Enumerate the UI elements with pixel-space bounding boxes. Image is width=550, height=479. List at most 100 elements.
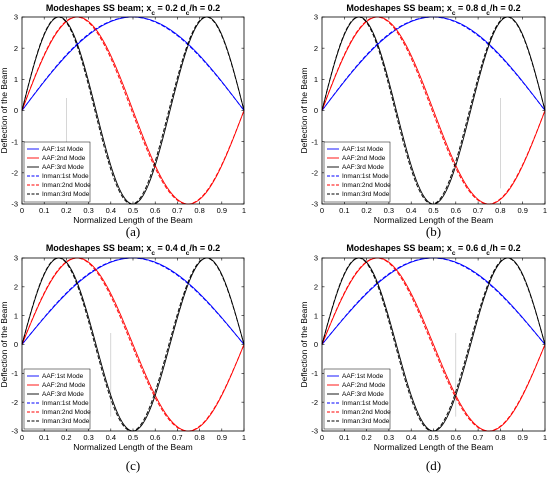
series-line-5: [21, 257, 245, 432]
chart-title-part: /h = 0.2: [490, 243, 521, 253]
legend-label-1: AAF:1st Mode: [42, 373, 84, 380]
x-tick-label: 0: [20, 433, 24, 442]
legend-label-4: Inman:1st Mode: [42, 173, 89, 180]
y-tick-label: 0: [14, 106, 18, 115]
chart-title-part: Modeshapes SS beam; x: [46, 3, 152, 13]
legend-label-6: Inman:3rd Mode: [42, 191, 90, 198]
chart-panel-c: 0 0.1 0.2 0.3 0.4 0.5 0.6 0.7 0.8 0.9 1 -3 -2 -1 0 1 2 3 M…: [0, 243, 246, 473]
series-line-5: [21, 16, 245, 205]
chart-title-part: c: [186, 10, 190, 17]
x-tick-label: 1: [242, 433, 246, 442]
panel-caption: (a): [126, 224, 140, 239]
legend: AAF:1st Mode AAF:2nd Mode AAF:3rd Mode Inma…: [323, 368, 391, 430]
x-tick-label: 0.3: [384, 433, 394, 442]
x-tick-label: 0.7: [172, 206, 182, 215]
y-tick-label: -3: [311, 200, 318, 209]
legend-label-3: AAF:3rd Mode: [42, 164, 84, 171]
chart-panel-a: 0 0.1 0.2 0.3 0.4 0.5 0.6 0.7 0.8 0.9 1 -3 -2 -1 0 1 2 3 M…: [0, 3, 246, 239]
x-tick-label: 1: [543, 206, 547, 215]
legend: AAF:1st Mode AAF:2nd Mode AAF:3rd Mode Inma…: [323, 141, 391, 203]
x-tick-label: 0.1: [339, 433, 349, 442]
chart-title: Modeshapes SS beam; xc = 0.6 dc/h = 0.2: [346, 243, 520, 257]
legend: AAF:1st Mode AAF:2nd Mode AAF:3rd Mode Inma…: [23, 141, 91, 203]
series-line-2: [321, 257, 546, 432]
legend-label-5: Inman:2nd Mode: [42, 182, 91, 189]
x-tick-label: 0.3: [83, 206, 93, 215]
y-axis-label: Deflection of the Beam: [0, 68, 9, 154]
x-tick-label: 0.4: [406, 206, 416, 215]
panel-caption: (d): [426, 458, 441, 473]
legend-label-2: AAF:2nd Mode: [42, 155, 86, 162]
legend-label-6: Inman:3rd Mode: [42, 418, 90, 425]
y-tick-label: -2: [11, 168, 18, 177]
legend-label-5: Inman:2nd Mode: [342, 409, 391, 416]
x-tick-label: 0.6: [150, 206, 160, 215]
series-line-5: [321, 257, 546, 432]
y-tick-label: -1: [11, 369, 18, 378]
chart-title-part: Modeshapes SS beam; x: [46, 243, 152, 253]
legend-label-4: Inman:1st Mode: [342, 400, 389, 407]
x-tick-label: 0.3: [384, 206, 394, 215]
legend-label-1: AAF:1st Mode: [342, 373, 384, 380]
x-tick-label: 0.4: [106, 206, 116, 215]
y-tick-label: 2: [14, 44, 18, 53]
legend-label-3: AAF:3rd Mode: [342, 391, 384, 398]
legend-box: [23, 141, 91, 203]
y-tick-label: 2: [14, 282, 18, 291]
x-tick-label: 0.7: [473, 206, 483, 215]
chart-title-part: = 0.2 d: [155, 3, 186, 13]
y-tick-label: 0: [314, 340, 318, 349]
legend-box: [323, 141, 391, 203]
y-tick-label: -1: [11, 137, 18, 146]
y-tick-label: -3: [11, 427, 18, 436]
x-tick-label: 0.7: [172, 433, 182, 442]
series-line-2: [321, 16, 546, 205]
chart-title: Modeshapes SS beam; xc = 0.4 dc/h = 0.2: [46, 243, 220, 257]
chart-title-part: c: [486, 10, 490, 17]
chart-panel-b: 0 0.1 0.2 0.3 0.4 0.5 0.6 0.7 0.8 0.9 1 -3 -2 -1 0 1 2 3 M…: [299, 3, 547, 239]
x-tick-label: 0.2: [361, 433, 371, 442]
legend-label-6: Inman:3rd Mode: [342, 191, 390, 198]
y-tick-label: 3: [14, 254, 18, 263]
y-tick-label: -2: [311, 398, 318, 407]
x-tick-label: 0.7: [473, 433, 483, 442]
y-tick-label: 0: [14, 340, 18, 349]
x-axis-label: Normalized Length of the Beam: [73, 442, 193, 452]
x-tick-label: 0.9: [217, 433, 227, 442]
legend-label-1: AAF:1st Mode: [42, 146, 84, 153]
y-axis-label: Deflection of the Beam: [0, 302, 9, 388]
panel-caption: (b): [426, 224, 441, 239]
chart-title-part: /h = 0.2: [189, 3, 220, 13]
chart-title-part: c: [452, 10, 456, 17]
chart-title-part: c: [186, 250, 190, 257]
x-tick-label: 0.5: [128, 433, 138, 442]
chart-title: Modeshapes SS beam; xc = 0.8 dc/h = 0.2: [346, 3, 520, 17]
x-tick-label: 0.2: [61, 433, 71, 442]
y-tick-label: 1: [14, 311, 18, 320]
legend-label-4: Inman:1st Mode: [42, 400, 89, 407]
legend-label-2: AAF:2nd Mode: [342, 155, 386, 162]
x-tick-label: 0: [320, 206, 324, 215]
series-line-2: [21, 257, 245, 432]
y-tick-label: -2: [11, 398, 18, 407]
y-tick-label: 2: [314, 282, 318, 291]
x-tick-label: 0: [320, 433, 324, 442]
y-tick-label: 3: [14, 13, 18, 22]
x-tick-label: 0.3: [83, 433, 93, 442]
chart-title-part: c: [452, 250, 456, 257]
series-line-2: [21, 16, 245, 205]
x-tick-label: 0.9: [517, 433, 527, 442]
series-line-5: [321, 16, 546, 205]
chart-title-part: c: [151, 10, 155, 17]
y-tick-label: -1: [311, 137, 318, 146]
x-tick-label: 0.8: [495, 433, 505, 442]
legend-box: [23, 368, 91, 430]
y-tick-label: 0: [314, 106, 318, 115]
y-tick-label: -3: [11, 200, 18, 209]
chart-panel-d: 0 0.1 0.2 0.3 0.4 0.5 0.6 0.7 0.8 0.9 1 -3 -2 -1 0 1 2 3 M…: [299, 243, 547, 473]
x-tick-label: 0.2: [61, 206, 71, 215]
legend-label-2: AAF:2nd Mode: [42, 382, 86, 389]
chart-title: Modeshapes SS beam; xc = 0.2 dc/h = 0.2: [46, 3, 220, 17]
chart-title-part: c: [151, 250, 155, 257]
x-tick-label: 0.4: [106, 433, 116, 442]
